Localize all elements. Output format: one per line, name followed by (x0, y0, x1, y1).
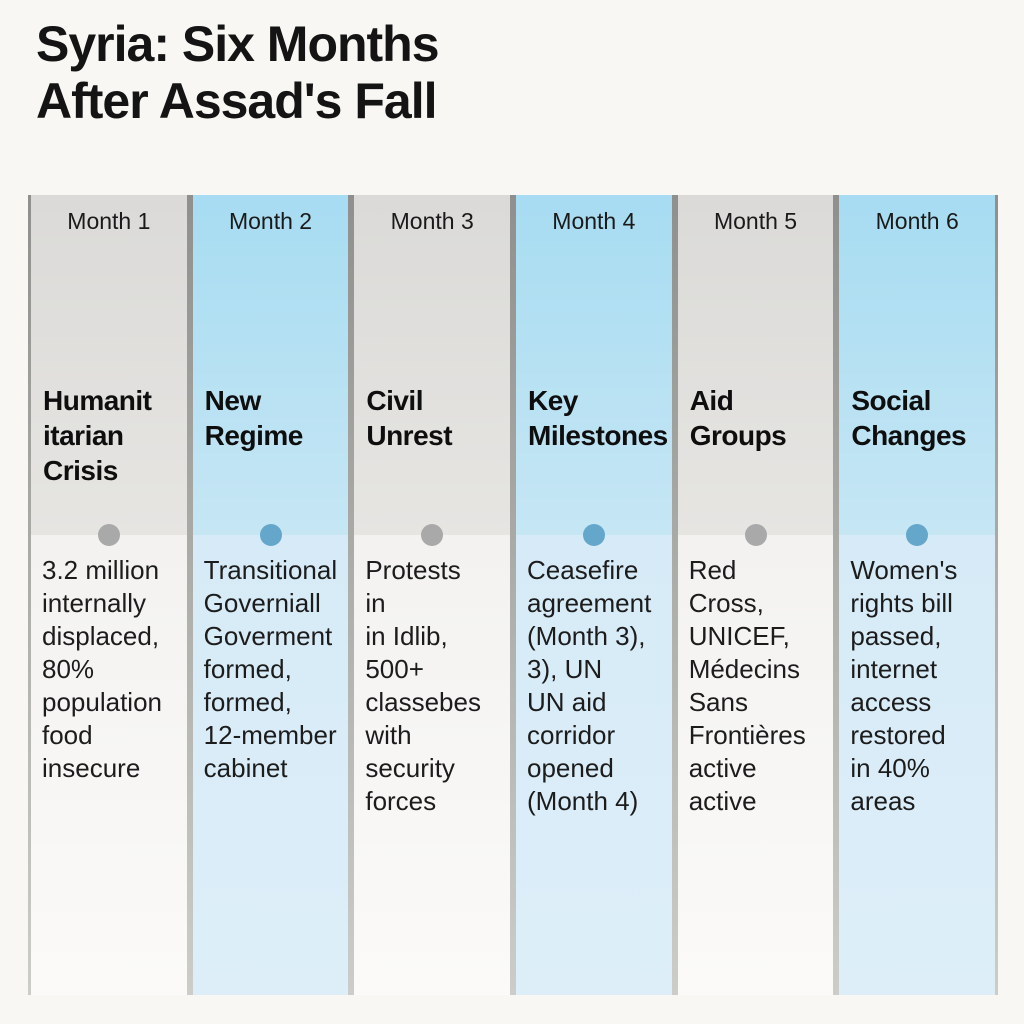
timeline-dot (259, 524, 282, 546)
column-heading: Civil Unrest (366, 385, 453, 451)
timeline-grid: Month 1 Humanit itarian Crisis 3.2 milli… (28, 195, 999, 995)
column-heading: Aid Groups (689, 385, 787, 451)
column-month-1: Month 1 Humanit itarian Crisis 3.2 milli… (28, 195, 190, 995)
timeline-dot (421, 524, 444, 546)
column-header: Month 1 Humanit itarian Crisis (31, 195, 187, 535)
month-label: Month 5 (713, 208, 798, 234)
timeline-dot (744, 524, 767, 546)
timeline-dot (582, 524, 605, 546)
column-heading: Key Milestones (528, 385, 668, 451)
month-label: Month 6 (875, 208, 959, 234)
column-heading: New Regime (204, 385, 304, 451)
column-month-3: Month 3 Civil Unrest Protests in in Idli… (351, 195, 514, 995)
column-header: Month 5 Aid Groups (677, 195, 834, 535)
month-label: Month 4 (552, 208, 636, 234)
month-label: Month 2 (228, 208, 313, 234)
column-month-4: Month 4 Key Milestones Ceasefire agreeme… (513, 195, 675, 995)
timeline-dot (906, 524, 929, 546)
column-header: Month 2 New Regime (192, 195, 349, 535)
column-month-5: Month 5 Aid Groups Red Cross, UNICEF, Mé… (674, 195, 837, 995)
column-body-text: Women's rights bill passed, internet acc… (839, 535, 996, 995)
column-body-text: Protests in in Idlib, 500+ classebes wit… (354, 535, 511, 995)
column-month-2: Month 2 New Regime Transitional Governia… (189, 195, 352, 995)
month-label: Month 3 (390, 208, 474, 234)
column-month-6: Month 6 Social Changes Women's rights bi… (836, 195, 999, 995)
column-body-text: Transitional Governiall Goverment formed… (192, 535, 349, 995)
timeline-dot (97, 524, 120, 546)
column-heading: Humanit itarian Crisis (43, 385, 152, 486)
column-body-text: 3.2 million internally displaced, 80% po… (31, 535, 187, 995)
column-body-text: Red Cross, UNICEF, Médecins Sans Frontiè… (677, 535, 834, 995)
column-header: Month 3 Civil Unrest (354, 195, 511, 535)
column-body-text: Ceasefire agreement (Month 3), 3), UN UN… (516, 535, 672, 995)
month-label: Month 1 (67, 208, 151, 234)
column-header: Month 6 Social Changes (839, 195, 996, 535)
column-heading: Social Changes (851, 385, 967, 451)
column-header: Month 4 Key Milestones (516, 195, 672, 535)
page-title: Syria: Six Months After Assad's Fall (36, 16, 440, 129)
